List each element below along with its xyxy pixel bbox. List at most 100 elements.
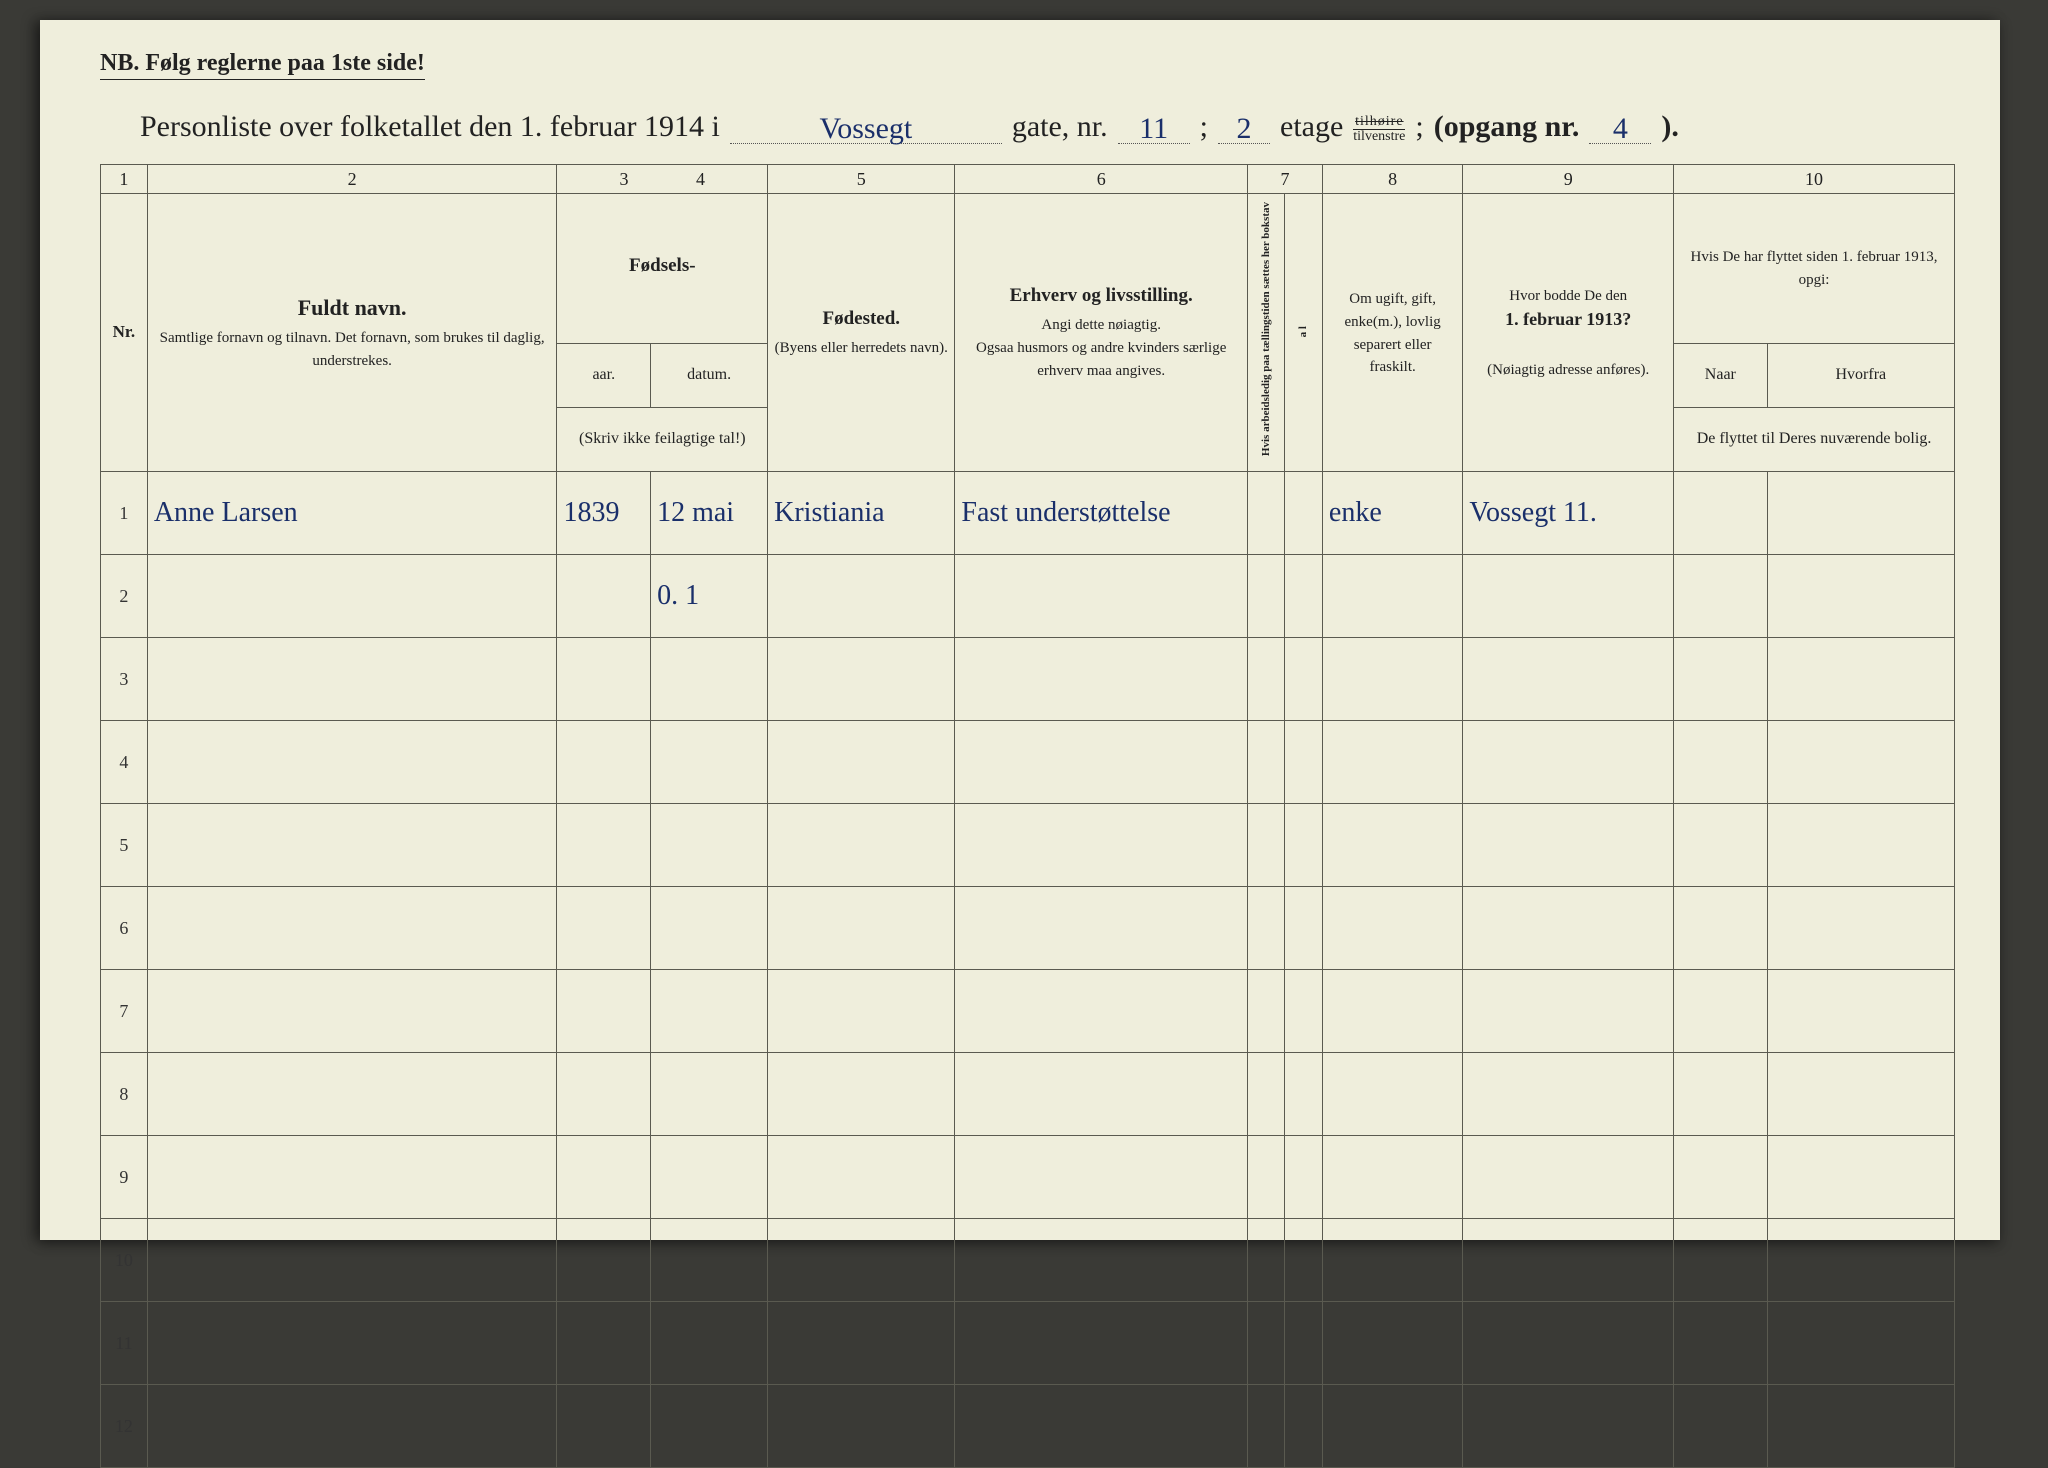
table-cell [1285,1053,1322,1136]
table-row: 12 [101,1385,1955,1468]
table-cell [1674,1219,1768,1302]
table-cell [1285,804,1322,887]
hdr-col7b: a l [1285,194,1322,472]
table-cell [1248,472,1285,555]
table-cell [557,804,651,887]
table-cell [1322,638,1462,721]
table-cell [955,804,1248,887]
table-cell: 1 [101,472,148,555]
table-cell [768,555,955,638]
table-cell [1285,1302,1322,1385]
etage-bot: tilvenstre [1353,130,1405,144]
table-cell [147,638,557,721]
table-cell [1767,721,1954,804]
table-cell [1322,887,1462,970]
table-cell: 3 [101,638,148,721]
table-cell [768,887,955,970]
table-cell [955,1053,1248,1136]
table-cell [147,1385,557,1468]
table-cell [1674,555,1768,638]
table-cell [955,887,1248,970]
table-cell [1674,472,1768,555]
table-row: 1Anne Larsen183912 maiKristianiaFast und… [101,472,1955,555]
table-cell: 10 [101,1219,148,1302]
table-cell: 2 [101,555,148,638]
table-cell: Fast understøttelse [955,472,1248,555]
table-cell [651,970,768,1053]
table-cell [1463,1053,1674,1136]
table-cell [1767,1219,1954,1302]
colnum-9: 9 [1463,165,1674,194]
table-cell: 4 [101,721,148,804]
colnum-7: 7 [1248,165,1323,194]
hdr-fodsels-note: (Skriv ikke feilagtige tal!) [557,407,768,471]
table-cell [1674,1385,1768,1468]
table-cell [1322,804,1462,887]
colnum-10: 10 [1674,165,1955,194]
hdr-hvorfra: Hvorfra [1767,343,1954,407]
table-cell [1285,721,1322,804]
gate-nr-field: 11 [1118,115,1190,144]
table-cell [1767,1302,1954,1385]
table-cell [1285,555,1322,638]
table-cell [1463,1136,1674,1219]
table-row: 8 [101,1053,1955,1136]
table-cell [1674,721,1768,804]
table-cell: 7 [101,970,148,1053]
table-cell [1248,555,1285,638]
hdr-aar: aar. [557,343,651,407]
table-cell [1285,638,1322,721]
colnum-8: 8 [1322,165,1462,194]
table-cell [651,638,768,721]
hdr-erhverv: Erhverv og livsstilling. Angi dette nøia… [955,194,1248,472]
table-cell [955,555,1248,638]
table-cell [651,1302,768,1385]
table-cell [147,1136,557,1219]
table-cell [1463,804,1674,887]
header-row-1: Nr. Fuldt navn. Samtlige fornavn og tiln… [101,194,1955,344]
table-cell [1674,1302,1768,1385]
colnum-5: 5 [768,165,955,194]
table-cell [1767,804,1954,887]
table-cell [1767,1053,1954,1136]
table-cell [1322,721,1462,804]
hdr-col7: Hvis arbeidsledig paa tællingstiden sætt… [1248,194,1285,472]
table-cell [1248,1053,1285,1136]
hdr-datum: datum. [651,343,768,407]
table-cell [1322,1136,1462,1219]
table-cell [1322,1385,1462,1468]
colnum-2: 2 [147,165,557,194]
table-row: 5 [101,804,1955,887]
table-row: 7 [101,970,1955,1053]
table-cell [1248,1136,1285,1219]
table-cell [1285,472,1322,555]
etage-top: tilhøire [1353,115,1405,130]
table-cell [557,1385,651,1468]
table-cell [1674,1136,1768,1219]
table-cell [1463,1219,1674,1302]
table-cell: 12 mai [651,472,768,555]
hdr-name-big: Fuldt navn. [154,293,551,323]
nb-instruction: NB. Følg reglerne paa 1ste side! [100,50,425,80]
table-cell [557,1053,651,1136]
table-cell [1463,1302,1674,1385]
semi1: ; [1200,110,1208,144]
table-cell [768,721,955,804]
table-cell: Kristiania [768,472,955,555]
table-cell [1767,472,1954,555]
hdr-name-small: Samtlige fornavn og tilnavn. Det fornavn… [160,330,545,369]
table-cell [1285,1385,1322,1468]
census-table: 1 2 3 4 5 6 7 8 9 10 Nr. Fuldt navn. Sam… [100,164,1955,1468]
table-cell [1248,721,1285,804]
hdr-col10-bot: De flyttet til Deres nuværende bolig. [1674,407,1955,471]
opgang-field: 4 [1589,115,1651,144]
table-cell [955,1302,1248,1385]
hdr-name: Fuldt navn. Samtlige fornavn og tilnavn.… [147,194,557,472]
table-cell: enke [1322,472,1462,555]
table-cell [557,970,651,1053]
table-cell [147,555,557,638]
table-row: 11 [101,1302,1955,1385]
table-cell [1767,1136,1954,1219]
table-cell: 9 [101,1136,148,1219]
table-cell [1248,970,1285,1053]
